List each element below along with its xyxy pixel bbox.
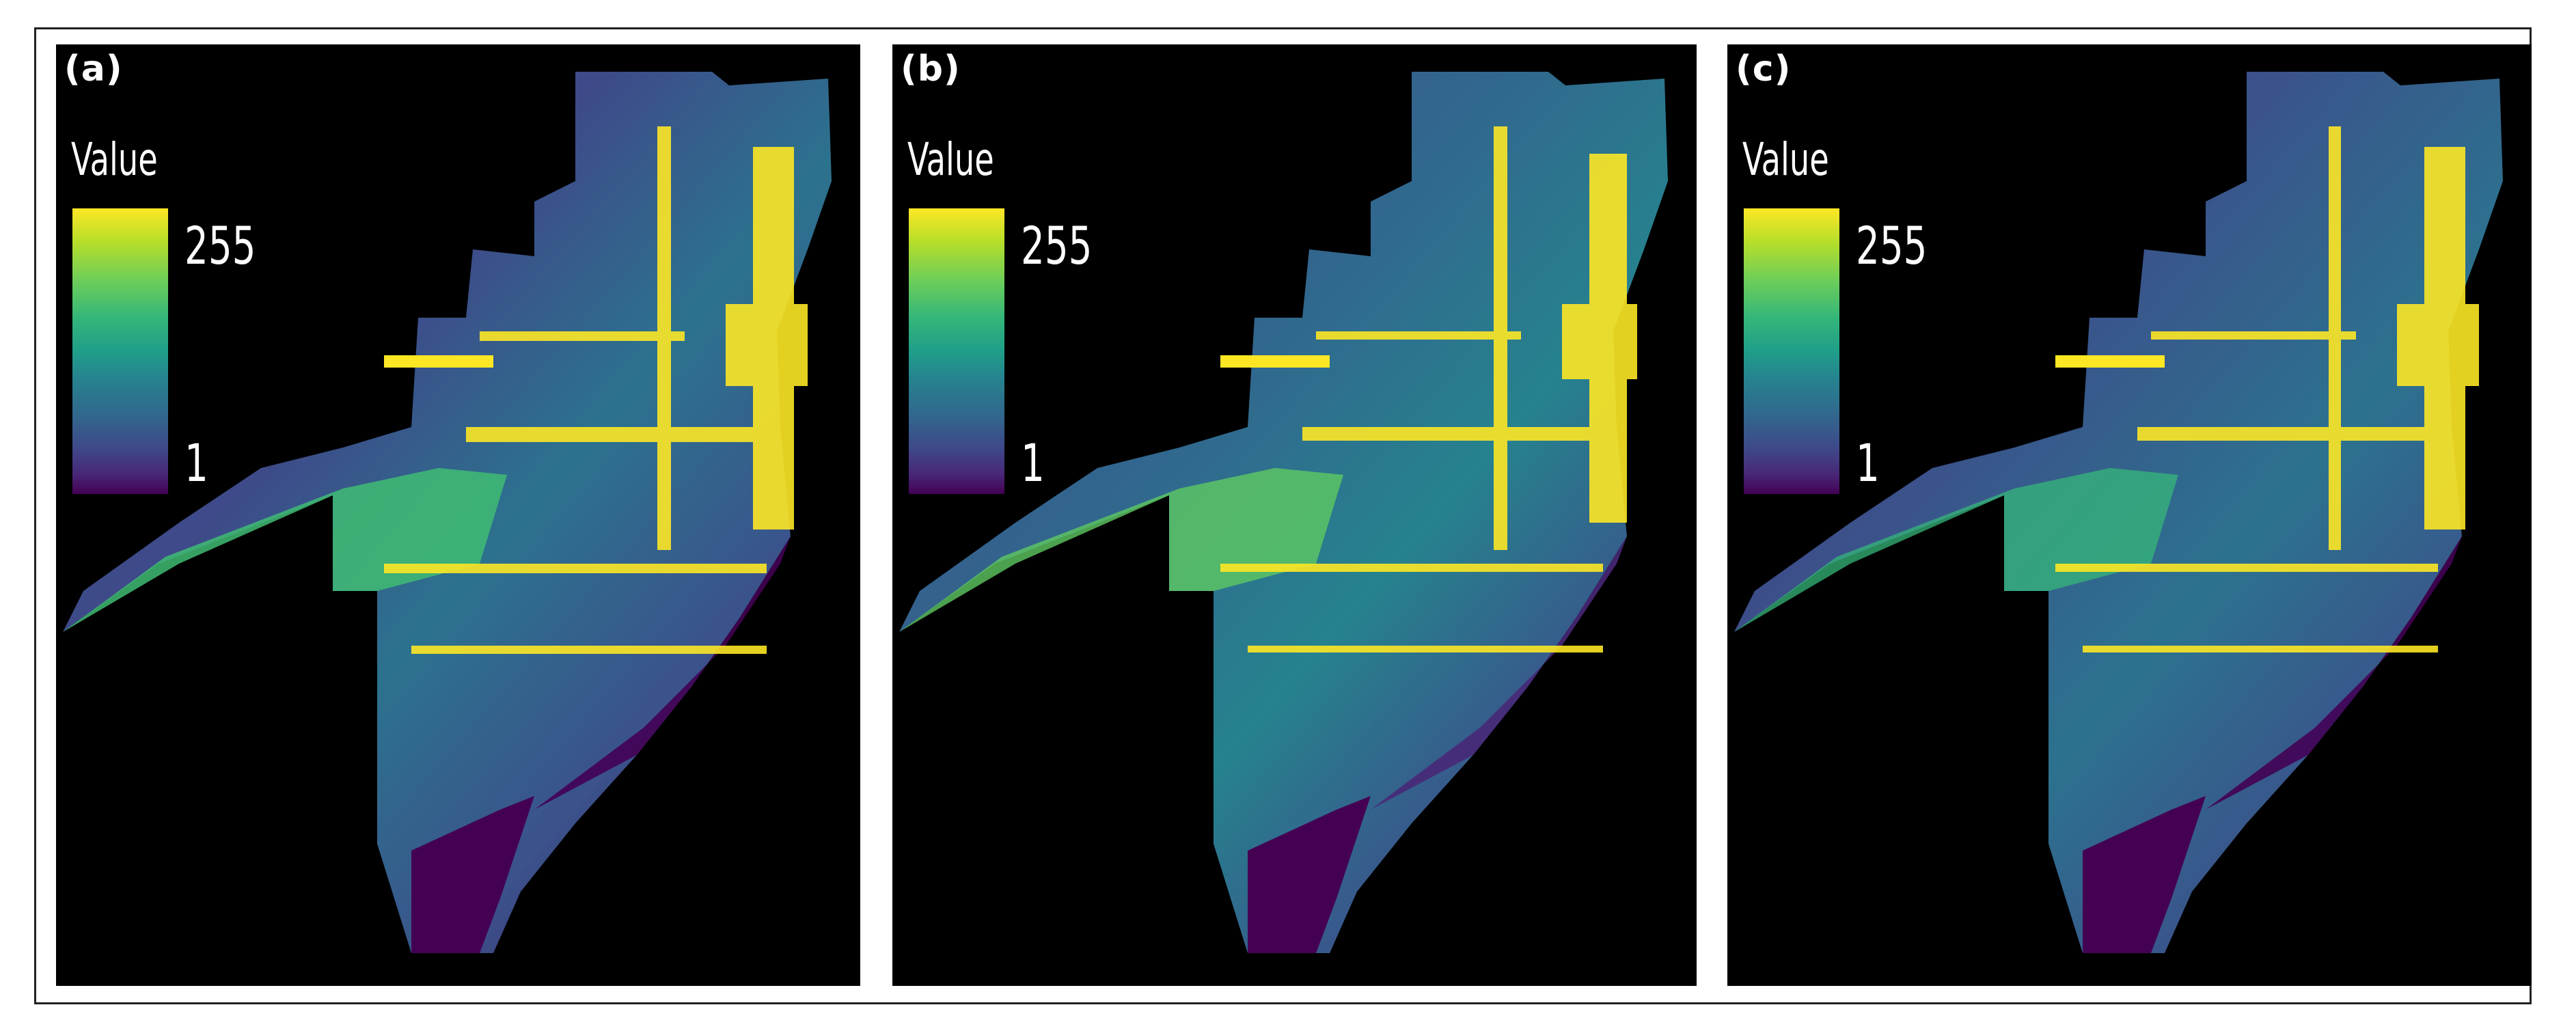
- region-south: [2083, 796, 2206, 953]
- map-graphic-c: [1734, 72, 2503, 953]
- legend-title: Value: [71, 133, 158, 186]
- peninsula-line: [2055, 355, 2165, 368]
- panel-label: (c): [1736, 49, 1792, 90]
- legend-title: Value: [907, 133, 994, 186]
- panel-label: (a): [64, 49, 123, 90]
- peninsula-line: [1220, 355, 1330, 368]
- peninsula-line: [384, 355, 493, 368]
- region-west: [63, 468, 507, 632]
- legend-colorbar: [909, 208, 1004, 494]
- legend-max-value: 255: [1021, 215, 1093, 276]
- map-panel-a: (a) Value 255 1: [56, 44, 860, 986]
- region-west: [899, 468, 1343, 632]
- urban-highlights: [1220, 126, 1637, 652]
- legend-min-value: 1: [1021, 432, 1045, 493]
- map-graphic-b: [899, 72, 1668, 953]
- region-south: [1248, 796, 1371, 953]
- map-panel-b: (b) Value 255 1: [892, 44, 1697, 986]
- legend-colorbar: [1744, 208, 1839, 494]
- legend-title: Value: [1742, 133, 1829, 186]
- map-graphic-a: [63, 72, 832, 953]
- legend-colorbar: [72, 208, 168, 494]
- legend-max-value: 255: [1856, 215, 1928, 276]
- urban-highlights: [2055, 126, 2479, 652]
- legend-min-value: 1: [184, 432, 208, 493]
- legend-max-value: 255: [184, 215, 256, 276]
- urban-highlights: [384, 126, 808, 654]
- panel-label: (b): [901, 49, 961, 90]
- legend-min-value: 1: [1856, 432, 1880, 493]
- region-south: [411, 796, 534, 953]
- region-west: [1734, 468, 2178, 632]
- map-panel-c: (c) Value 255 1: [1727, 44, 2532, 986]
